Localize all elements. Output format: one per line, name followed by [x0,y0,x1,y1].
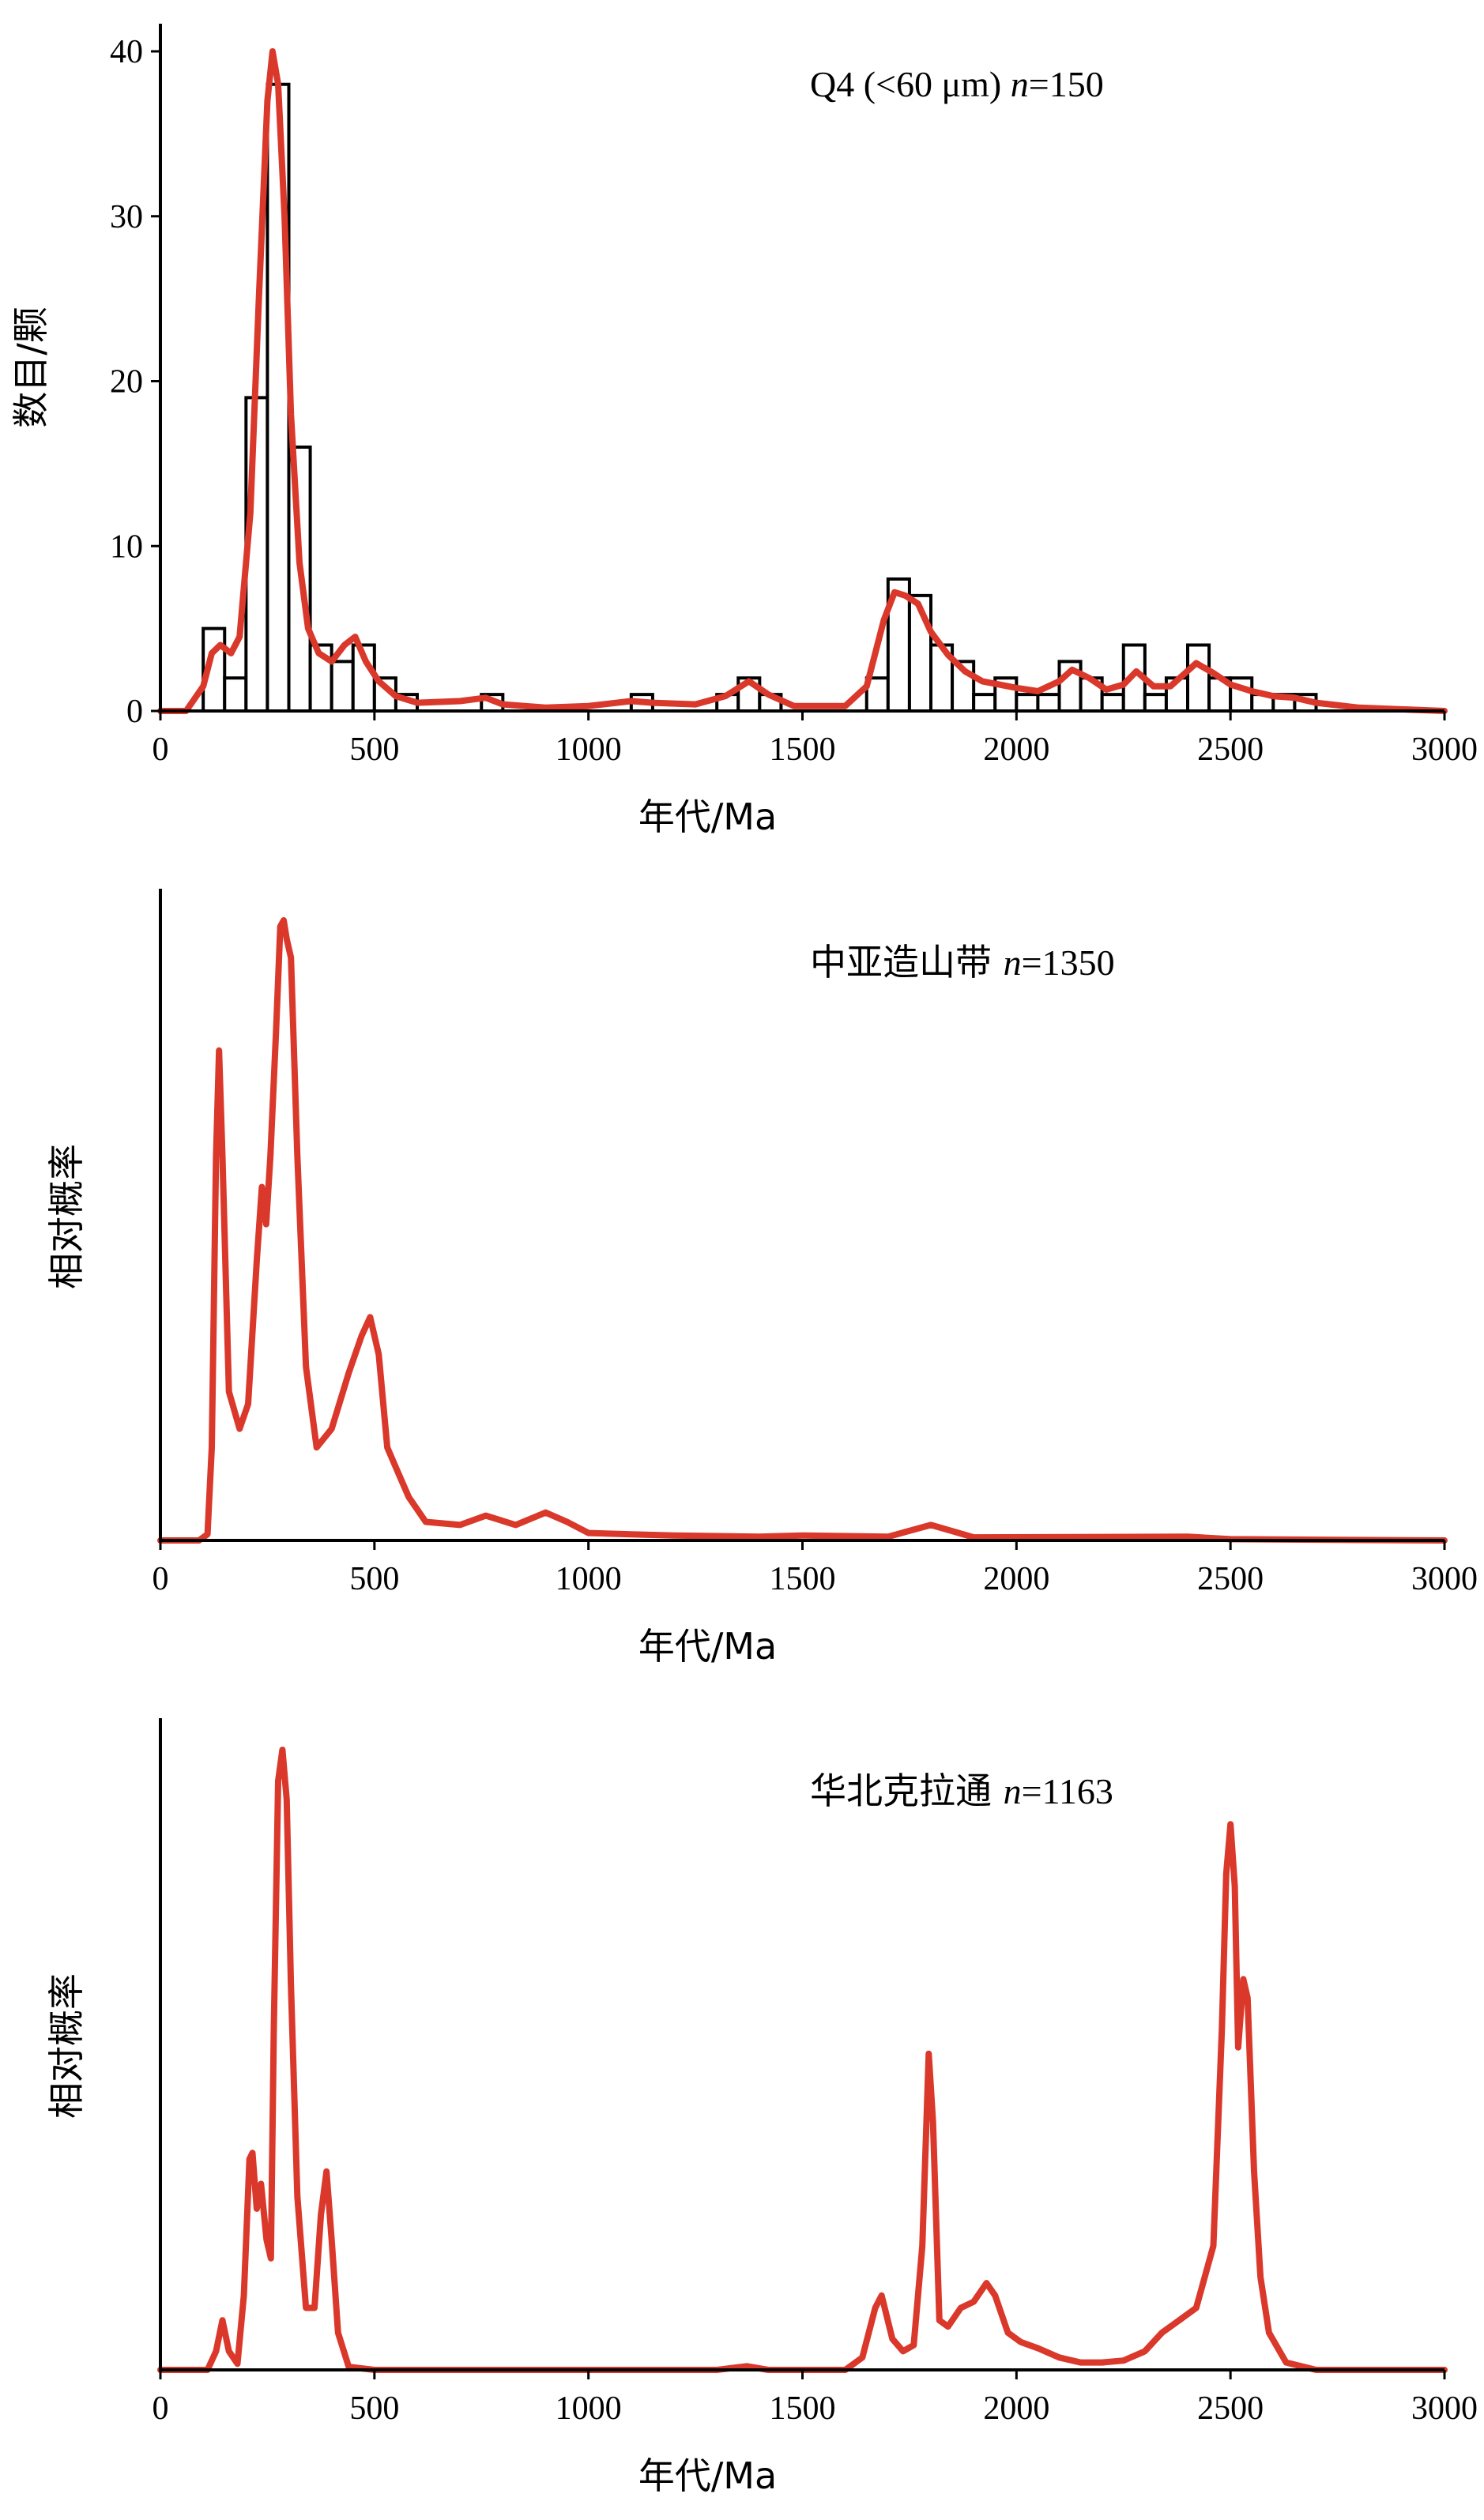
histogram-bar [1100,693,1125,713]
x-tick-label: 500 [349,2390,399,2427]
y-tick-label: 10 [110,528,143,565]
histogram-bar [330,660,355,713]
probability-curve [157,917,1448,1544]
y-tick-label: 40 [110,34,143,70]
x-tick-label: 500 [349,1561,399,1597]
x-tick-label: 2500 [1197,732,1264,768]
x-tick-label: 1500 [770,1561,836,1597]
x-tick-label: 3000 [1411,1561,1478,1597]
y-axis-title: 相对概率 [45,1973,88,2119]
x-tick-label: 1500 [770,2390,836,2427]
x-tick-label: 2000 [983,732,1049,768]
histogram-bar [1015,693,1040,713]
y-tick-label: 0 [126,694,143,730]
x-tick-label: 2500 [1197,1561,1264,1597]
x-tick-label: 0 [153,2390,169,2427]
histogram-bar [972,693,997,713]
histogram-bars [202,82,1318,713]
sample-annotation: Q4 (<60 μm) n=150 [810,64,1104,104]
sample-annotation: 中亚造山带 n=1350 [810,941,1115,984]
x-tick-label: 1500 [770,732,836,768]
chart-1: 0 500 1000 1500 2000 2500 3000 0 10 20 30 40 年代/Ma 数目… [9,24,1478,838]
sample-annotation: 华北克拉通 n=1163 [810,1770,1113,1812]
x-tick-label: 2500 [1197,2390,1264,2427]
x-tick-label: 1000 [556,1561,622,1597]
x-tick-label: 3000 [1411,2390,1478,2427]
x-axis-title: 年代/Ma [638,2454,777,2497]
probability-curve [157,1747,1448,2373]
probability-curve [157,48,1448,714]
x-tick-label: 1000 [556,732,622,768]
y-axis-title: 相对概率 [45,1144,88,1289]
histogram-bar [1143,693,1168,713]
x-tick-label: 0 [153,732,169,768]
y-tick-label: 30 [110,199,143,235]
x-tick-label: 1000 [556,2390,622,2427]
histogram-bar [1036,693,1061,713]
histogram-bar [1186,643,1211,713]
x-tick-label: 0 [153,1561,169,1597]
x-tick-label: 2000 [983,2390,1049,2427]
chart-2: 0 500 1000 1500 2000 2500 3000 年代/Ma 相对概率 中亚造山带 n… [45,889,1478,1668]
x-axis-title: 年代/Ma [638,795,777,838]
x-axis-title: 年代/Ma [638,1625,777,1668]
y-axis-title: 数目/颗 [9,307,52,428]
y-tick-label: 20 [110,364,143,401]
x-tick-label: 500 [349,732,399,768]
chart-3: 0 500 1000 1500 2000 2500 3000 年代/Ma 相对概率 华北克拉通 n… [45,1718,1478,2497]
x-tick-label: 3000 [1411,732,1478,768]
histogram-bar [223,676,248,713]
x-tick-label: 2000 [983,1561,1049,1597]
